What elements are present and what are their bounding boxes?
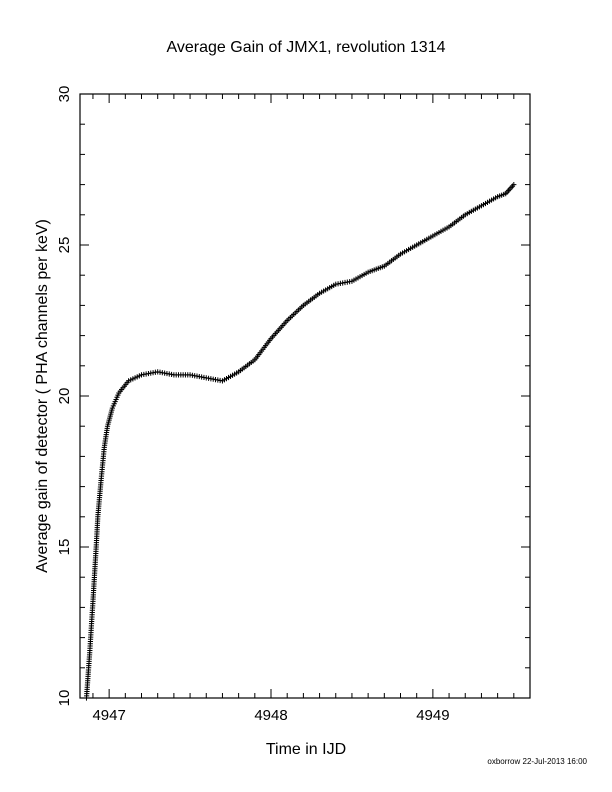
y-axis-label: Average gain of detector ( PHA channels … bbox=[34, 219, 51, 573]
chart-title: Average Gain of JMX1, revolution 1314 bbox=[167, 39, 446, 56]
x-axis: 4947 4948 4949 bbox=[92, 94, 531, 724]
y-tick-label: 10 bbox=[56, 690, 73, 707]
y-tick-label: 30 bbox=[56, 86, 73, 103]
x-tick-label: 4947 bbox=[92, 707, 125, 724]
x-tick-label: 4949 bbox=[416, 707, 449, 724]
data-points bbox=[83, 182, 517, 701]
data-point bbox=[511, 182, 517, 188]
y-axis: 10 15 20 25 30 bbox=[56, 86, 530, 707]
footer-credit: oxborrow 22-Jul-2013 16:00 bbox=[487, 757, 587, 766]
x-tick-label: 4948 bbox=[254, 707, 287, 724]
y-tick-label: 20 bbox=[56, 388, 73, 405]
y-tick-label: 25 bbox=[56, 237, 73, 254]
x-axis-label: Time in IJD bbox=[266, 741, 346, 758]
y-tick-label: 15 bbox=[56, 539, 73, 556]
plot-frame bbox=[79, 93, 531, 699]
